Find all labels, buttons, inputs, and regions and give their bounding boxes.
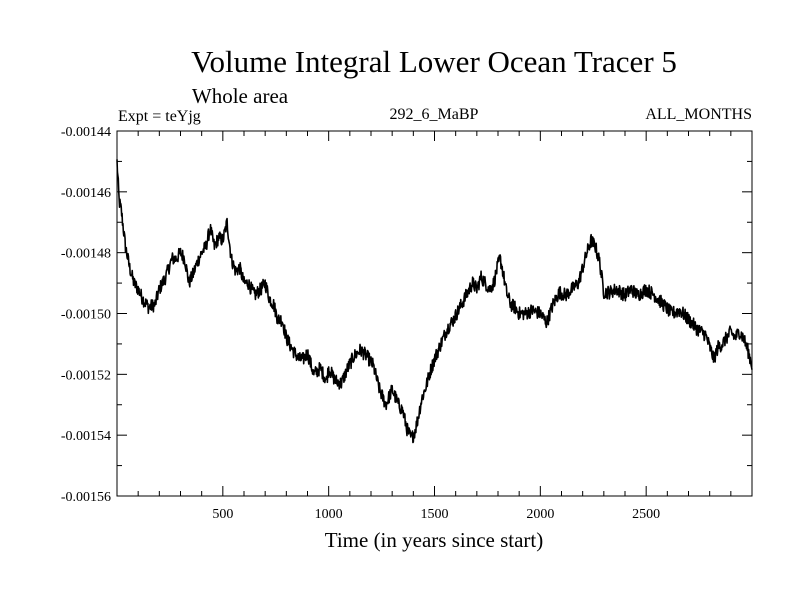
y-tick-label: -0.00154: [61, 429, 111, 444]
chart-subtitle: Whole area: [192, 84, 289, 108]
y-tick-label: -0.00150: [61, 308, 111, 323]
x-tick-label: 2000: [526, 507, 554, 522]
x-tick-label: 1500: [421, 507, 449, 522]
chart-title: Volume Integral Lower Ocean Tracer 5: [191, 44, 677, 79]
plot-frame: [116, 130, 753, 497]
y-tick-label: -0.00146: [61, 186, 111, 201]
x-tick-label: 1000: [315, 507, 343, 522]
y-tick-label: -0.00148: [61, 247, 111, 262]
y-tick-label: -0.00144: [61, 125, 111, 140]
y-tick-label: -0.00152: [61, 368, 111, 383]
x-axis-label: Time (in years since start): [325, 528, 544, 552]
axis-ticks: 500 1000 1500 2000 2500 -0.00144 -0.00146 -0.00…: [61, 125, 752, 522]
y-tick-label: -0.00156: [61, 490, 111, 505]
experiment-label: Expt = teYjg: [118, 108, 201, 125]
period-label: 292_6_MaBP: [390, 106, 479, 123]
x-tick-label: 2500: [632, 507, 660, 522]
months-label: ALL_MONTHS: [645, 106, 752, 123]
series-group: [116, 159, 753, 444]
x-tick-label: 500: [212, 507, 233, 522]
series-line: [116, 159, 753, 444]
